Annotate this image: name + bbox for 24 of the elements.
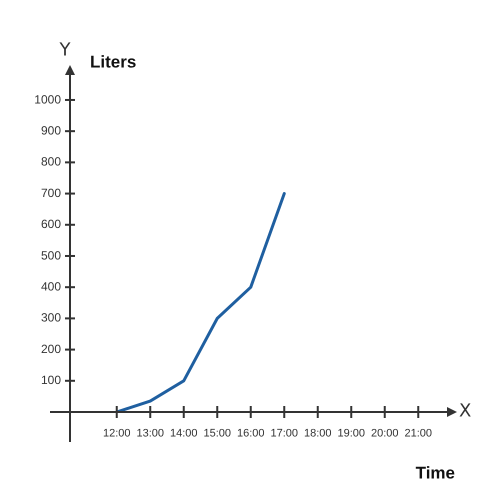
text: X (459, 400, 472, 422)
x-tick-label: 20:00 (370, 428, 399, 440)
y-tick-label: 400 (40, 280, 62, 294)
x-tick-label: 16:00 (236, 428, 265, 440)
x-tick-label: 13:00 (136, 428, 164, 440)
y-tick-label: 800 (40, 154, 62, 169)
x-tick-label: 15:00 (203, 428, 232, 440)
y-tick-label: 700 (40, 186, 62, 200)
y-tick-label: 600 (40, 217, 62, 232)
y-tick-label: 200 (40, 342, 62, 356)
y-tick-label: 300 (40, 310, 62, 325)
y-tick-label: 900 (40, 123, 62, 138)
x-tick-label: 19:00 (337, 428, 366, 440)
y-tick-label: 100 (40, 373, 62, 388)
x-tick-label: 14:00 (170, 428, 198, 440)
y-axis-title: Liters (90, 52, 136, 72)
x-tick-label: 18:00 (304, 428, 332, 440)
text: Y (58, 40, 72, 61)
x-tick-label: 21:00 (404, 428, 432, 440)
x-tick-label: 12:00 (102, 428, 131, 440)
y-tick-label: 1000 (34, 92, 62, 106)
x-axis-title: Time (416, 464, 455, 483)
x-tick-label: 17:00 (270, 428, 298, 440)
y-tick-label: 500 (40, 248, 62, 262)
